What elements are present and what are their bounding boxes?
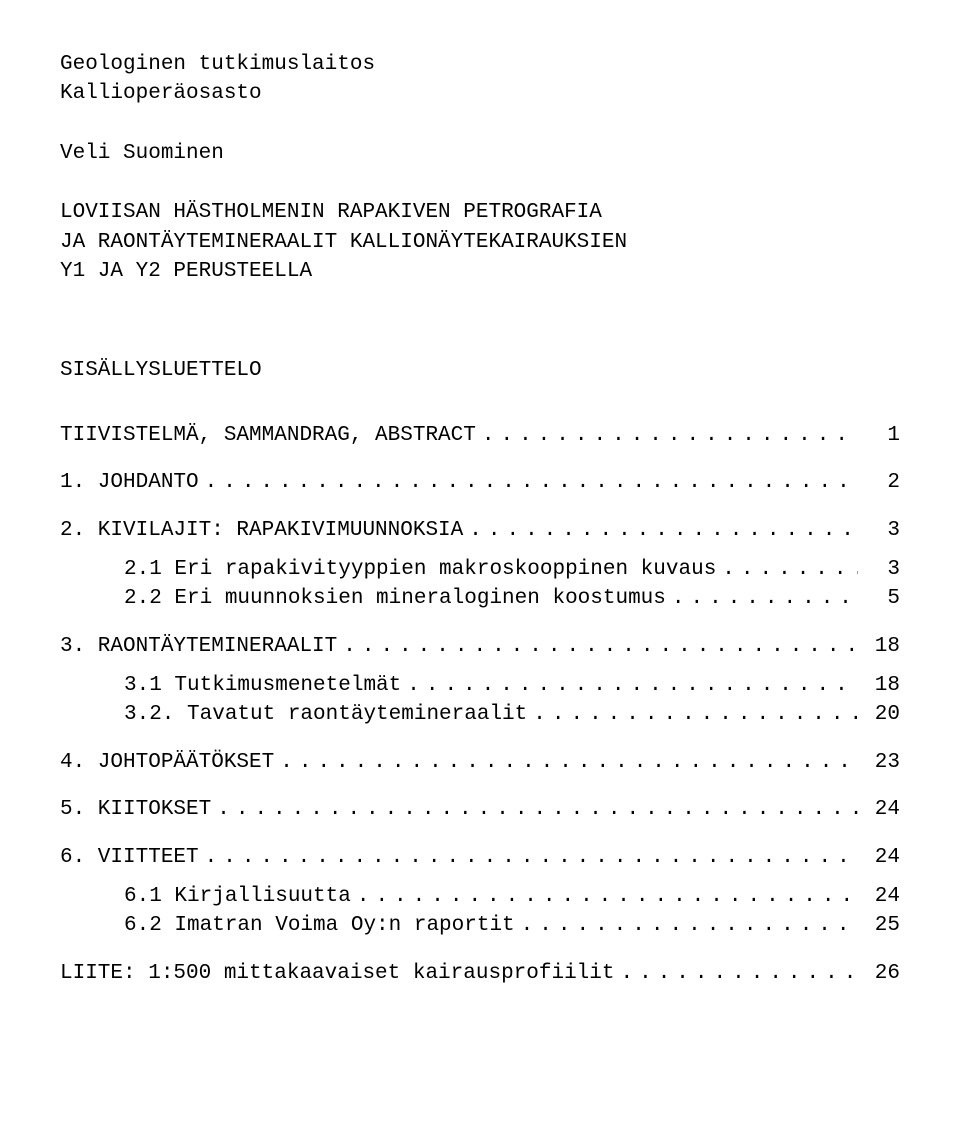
toc-entry-3-1: 3.1 Tutkimusmenetelmät 18 (60, 671, 900, 700)
toc-page: 3 (864, 555, 900, 584)
toc-dots (343, 632, 858, 661)
toc-page: 24 (864, 882, 900, 911)
toc-label: 3. RAONTÄYTEMINERAALIT (60, 632, 337, 661)
toc-entry-liite: LIITE: 1:500 mittakaavaiset kairausprofi… (60, 959, 900, 988)
toc-dots (521, 911, 858, 940)
toc-page: 20 (864, 700, 900, 729)
toc-page: 3 (864, 516, 900, 545)
toc-dots (217, 795, 858, 824)
toc-entry-summary: TIIVISTELMÄ, SAMMANDRAG, ABSTRACT 1 (60, 421, 900, 450)
document-title: LOVIISAN HÄSTHOLMENIN RAPAKIVEN PETROGRA… (60, 198, 900, 286)
title-line-3: Y1 JA Y2 PERUSTEELLA (60, 257, 900, 286)
toc-dots (482, 421, 858, 450)
toc-entry-6: 6. VIITTEET 24 (60, 843, 900, 872)
toc-label: TIIVISTELMÄ, SAMMANDRAG, ABSTRACT (60, 421, 476, 450)
toc-entry-2-2: 2.2 Eri muunnoksien mineraloginen koostu… (60, 584, 900, 613)
toc-label: 5. KIITOKSET (60, 795, 211, 824)
toc-page: 5 (864, 584, 900, 613)
toc-dots (205, 843, 858, 872)
toc-dots (533, 700, 858, 729)
toc-entry-3: 3. RAONTÄYTEMINERAALIT 18 (60, 632, 900, 661)
toc-page: 2 (864, 468, 900, 497)
org-name: Geologinen tutkimuslaitos (60, 50, 900, 79)
toc-page: 18 (864, 632, 900, 661)
toc-page: 18 (864, 671, 900, 700)
toc-label: 2.1 Eri rapakivityyppien makroskooppinen… (60, 555, 716, 584)
toc-label: LIITE: 1:500 mittakaavaiset kairausprofi… (60, 959, 615, 988)
toc-entry-6-1: 6.1 Kirjallisuutta 24 (60, 882, 900, 911)
toc-label: 2.2 Eri muunnoksien mineraloginen koostu… (60, 584, 666, 613)
toc-dots (672, 584, 858, 613)
title-line-1: LOVIISAN HÄSTHOLMENIN RAPAKIVEN PETROGRA… (60, 198, 900, 227)
toc-page: 25 (864, 911, 900, 940)
toc-label: 3.2. Tavatut raontäytemineraalit (60, 700, 527, 729)
toc-label: 6.1 Kirjallisuutta (60, 882, 351, 911)
toc-page: 1 (864, 421, 900, 450)
toc-label: 6.2 Imatran Voima Oy:n raportit (60, 911, 515, 940)
toc-label: 4. JOHTOPÄÄTÖKSET (60, 748, 274, 777)
toc-entry-4: 4. JOHTOPÄÄTÖKSET 23 (60, 748, 900, 777)
toc-dots (722, 555, 858, 584)
toc-label: 1. JOHDANTO (60, 468, 199, 497)
toc-dots (407, 671, 858, 700)
toc-page: 26 (864, 959, 900, 988)
toc-page: 24 (864, 843, 900, 872)
author-name: Veli Suominen (60, 139, 900, 168)
toc-label: 2. KIVILAJIT: RAPAKIVIMUUNNOKSIA (60, 516, 463, 545)
toc-page: 24 (864, 795, 900, 824)
toc-page: 23 (864, 748, 900, 777)
toc-entry-5: 5. KIITOKSET 24 (60, 795, 900, 824)
toc-entry-2: 2. KIVILAJIT: RAPAKIVIMUUNNOKSIA 3 (60, 516, 900, 545)
toc-dots (621, 959, 859, 988)
toc-entry-6-2: 6.2 Imatran Voima Oy:n raportit 25 (60, 911, 900, 940)
toc-label: 6. VIITTEET (60, 843, 199, 872)
dept-name: Kallioperäosasto (60, 79, 900, 108)
toc-entry-3-2: 3.2. Tavatut raontäytemineraalit 20 (60, 700, 900, 729)
toc-label: 3.1 Tutkimusmenetelmät (60, 671, 401, 700)
toc-dots (357, 882, 858, 911)
toc-dots (469, 516, 858, 545)
toc-heading: SISÄLLYSLUETTELO (60, 356, 900, 385)
toc-dots (280, 748, 858, 777)
toc-dots (205, 468, 858, 497)
toc-entry-2-1: 2.1 Eri rapakivityyppien makroskooppinen… (60, 555, 900, 584)
title-line-2: JA RAONTÄYTEMINERAALIT KALLIONÄYTEKAIRAU… (60, 228, 900, 257)
toc-entry-1: 1. JOHDANTO 2 (60, 468, 900, 497)
